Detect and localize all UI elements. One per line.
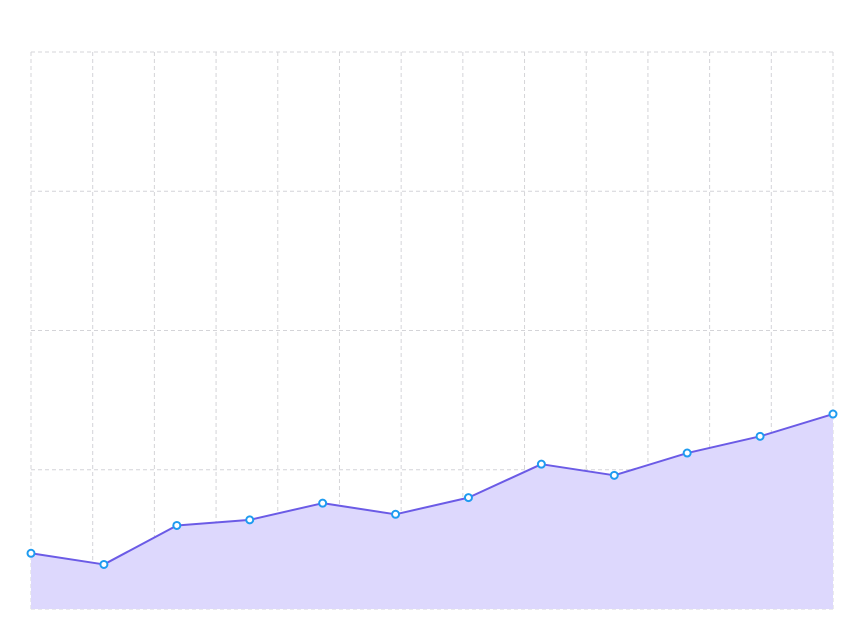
data-point xyxy=(391,509,401,519)
data-point xyxy=(463,493,473,503)
data-point xyxy=(318,498,328,508)
data-point xyxy=(609,470,619,480)
data-point xyxy=(755,431,765,441)
data-point xyxy=(172,520,182,530)
data-point xyxy=(99,559,109,569)
series-area-fill xyxy=(31,414,833,609)
series-line xyxy=(30,413,834,566)
area-layer xyxy=(31,414,833,609)
points-layer xyxy=(26,409,838,569)
line-layer xyxy=(30,413,834,566)
data-point xyxy=(245,515,255,525)
data-point xyxy=(536,459,546,469)
data-point xyxy=(682,448,692,458)
data-point xyxy=(26,548,36,558)
data-point xyxy=(828,409,838,419)
